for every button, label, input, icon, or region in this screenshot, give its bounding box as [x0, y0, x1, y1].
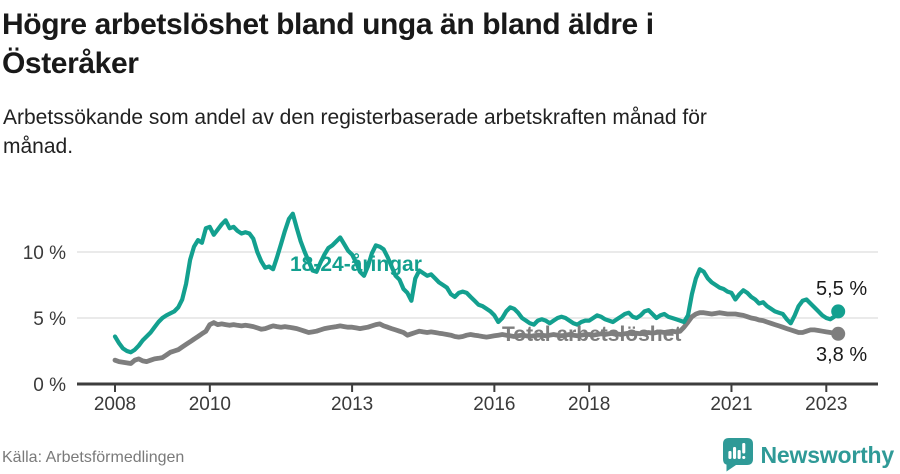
- end-dots: [831, 304, 846, 341]
- end-dot-youth: [831, 304, 846, 319]
- chart-subtitle: Arbetssökande som andel av den registerb…: [3, 103, 863, 161]
- newsworthy-badge-icon: [722, 438, 753, 472]
- end-dot-total: [831, 326, 846, 341]
- x-tick-label-2013: 2013: [331, 394, 373, 415]
- x-tick-label-2010: 2010: [189, 394, 231, 415]
- x-tick-label-2008: 2008: [94, 394, 136, 415]
- page-title: Högre arbetslöshet bland unga än bland ä…: [2, 5, 894, 83]
- x-tick-label-2018: 2018: [568, 394, 610, 415]
- y-tick-label-10: 10 %: [23, 243, 66, 264]
- badge-bar-chart-glyph: [727, 443, 745, 459]
- newsworthy-logo[interactable]: Newsworthy: [722, 438, 895, 472]
- x-tick-label-2023: 2023: [805, 394, 847, 415]
- end-value-label-youth: 5,5 %: [816, 278, 867, 300]
- chart-subtitle-line-2: månad.: [3, 135, 74, 158]
- series-lines: [112, 211, 841, 366]
- newsworthy-wordmark: Newsworthy: [760, 441, 895, 468]
- series-line-youth: [112, 211, 841, 355]
- source-attribution: Källa: Arbetsförmedlingen: [2, 449, 185, 466]
- grid-and-axes: 0 % 5 % 10 % 2008 2010 2013 2016 2018 2021 2023: [23, 243, 878, 415]
- series-line-total: [112, 310, 841, 366]
- chart-subtitle-line-1: Arbetssökande som andel av den registerb…: [3, 106, 707, 129]
- series-label-youth: 18-24-åringar: [290, 253, 422, 276]
- x-tick-label-2016: 2016: [473, 394, 515, 415]
- series-label-total: Total arbetslöshet: [502, 323, 681, 346]
- y-tick-label-0: 0 %: [33, 375, 66, 396]
- line-chart: 0 % 5 % 10 % 2008 2010 2013 2016 2018 2021 2023 1…: [23, 211, 878, 415]
- y-tick-label-5: 5 %: [33, 309, 66, 330]
- end-value-label-total: 3,8 %: [816, 344, 867, 366]
- page-title-line-2: Österåker: [2, 47, 139, 80]
- x-tick-label-2021: 2021: [710, 394, 752, 415]
- page-title-line-1: Högre arbetslöshet bland unga än bland ä…: [2, 8, 654, 41]
